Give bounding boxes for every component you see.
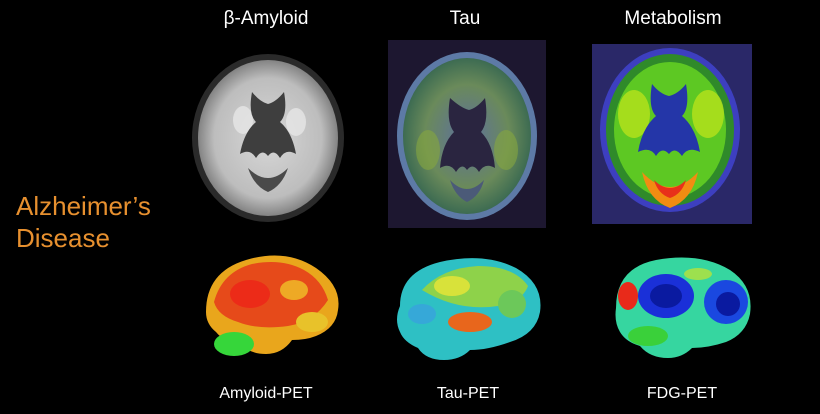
- tau-axial-scan: [388, 40, 546, 228]
- row-label-alzheimers-disease: Alzheimer’s Disease: [16, 190, 151, 254]
- label-tau-pet: Tau-PET: [436, 385, 500, 402]
- row-label-line2: Disease: [16, 223, 110, 253]
- fdg-surface-render: [608, 256, 758, 362]
- column-title-amyloid: β-Amyloid: [223, 8, 309, 29]
- amyloid-surface-render: [194, 252, 344, 362]
- row-label-line1: Alzheimer’s: [16, 191, 151, 221]
- label-amyloid-pet: Amyloid-PET: [219, 385, 313, 402]
- column-title-metabolism: Metabolism: [624, 8, 722, 29]
- amyloid-axial-scan: [188, 50, 348, 225]
- metabolism-axial-scan: [592, 44, 752, 224]
- column-title-tau: Tau: [449, 8, 481, 29]
- label-fdg-pet: FDG-PET: [646, 385, 718, 402]
- tau-surface-render: [392, 256, 548, 364]
